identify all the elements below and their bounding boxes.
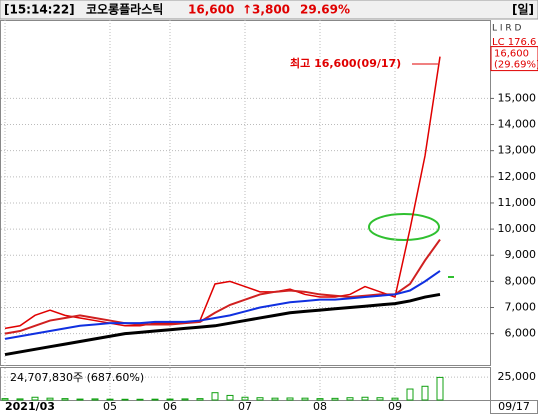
y-tick-label: 10,000 [498,222,537,235]
time: [15:14:22] [4,3,75,17]
side-label: LC 176.6 [492,37,536,48]
x-tick-label: 07 [238,400,252,413]
series-line [4,292,441,357]
toolbar[interactable]: L I R D [492,24,522,34]
y-tick-label: 13,000 [498,144,537,157]
y-tick-label: 14,000 [498,118,537,131]
volume-bar [211,392,219,401]
x-tick-label: 09 [388,400,402,413]
volume-bar [406,388,414,401]
volume-label: 24,707,830주 (687.60%) [10,371,144,384]
annotation: 최고 16,600(09/17) [290,56,401,70]
x-tick-label: 06 [163,400,177,413]
volume-bar [436,376,444,401]
volume-bar [166,398,174,401]
highlight-ellipse [368,213,440,241]
y-tick-label: 6,000 [505,327,537,340]
volume-bar [136,398,144,401]
volume-bar [181,398,189,401]
header-bar [0,0,538,20]
x-tick-label: 08 [313,400,327,413]
volume-bar [346,397,354,401]
volume-bar [361,396,369,401]
volume-bar [121,398,129,401]
y-tick-label: 9,000 [505,248,537,261]
series-line [4,238,441,335]
volume-bar [76,398,84,401]
volume-bar [301,397,309,401]
volume-bar [271,397,279,401]
volume-bar [61,398,69,401]
volume-bar [316,398,324,401]
volume-bar [226,394,234,401]
y-tick-label: 15,000 [498,91,537,104]
volume-bar [241,396,249,401]
change: ↑3,800 [242,3,290,17]
volume-bar [46,397,54,401]
volume-tick-label: 25,000 [498,370,537,383]
volume-bar [256,397,264,401]
volume-bar [286,397,294,401]
volume-bar [331,397,339,401]
series-line [4,56,441,330]
y-tick-label: 12,000 [498,170,537,183]
volume-bar [196,398,204,401]
volume-bar [106,398,114,401]
volume-bar [376,397,384,401]
price-box [490,46,538,72]
period[interactable]: [일] [512,3,534,17]
price: 16,600 [188,3,234,17]
volume-bar [91,398,99,401]
last-date: 09/17 [498,400,530,413]
volume-bar [151,398,159,401]
y-tick-label: 7,000 [505,301,537,314]
x-tick-label: 05 [103,400,117,413]
volume-bar [31,396,39,401]
price-box-rate: (29.69%) [494,60,538,71]
rate: 29.69% [300,3,350,17]
stock-name: 코오롱플라스틱 [86,2,163,17]
volume-bar [1,398,9,401]
volume-bar [16,398,24,401]
price-box-value: 16,600 [494,49,529,60]
series-line [4,270,441,340]
volume-panel [0,367,491,401]
y-tick-label: 8,000 [505,274,537,287]
x-tick-label: 2021/03 [5,400,55,413]
volume-bar [391,397,399,401]
volume-bar [421,385,429,401]
y-tick-label: 11,000 [498,196,537,209]
